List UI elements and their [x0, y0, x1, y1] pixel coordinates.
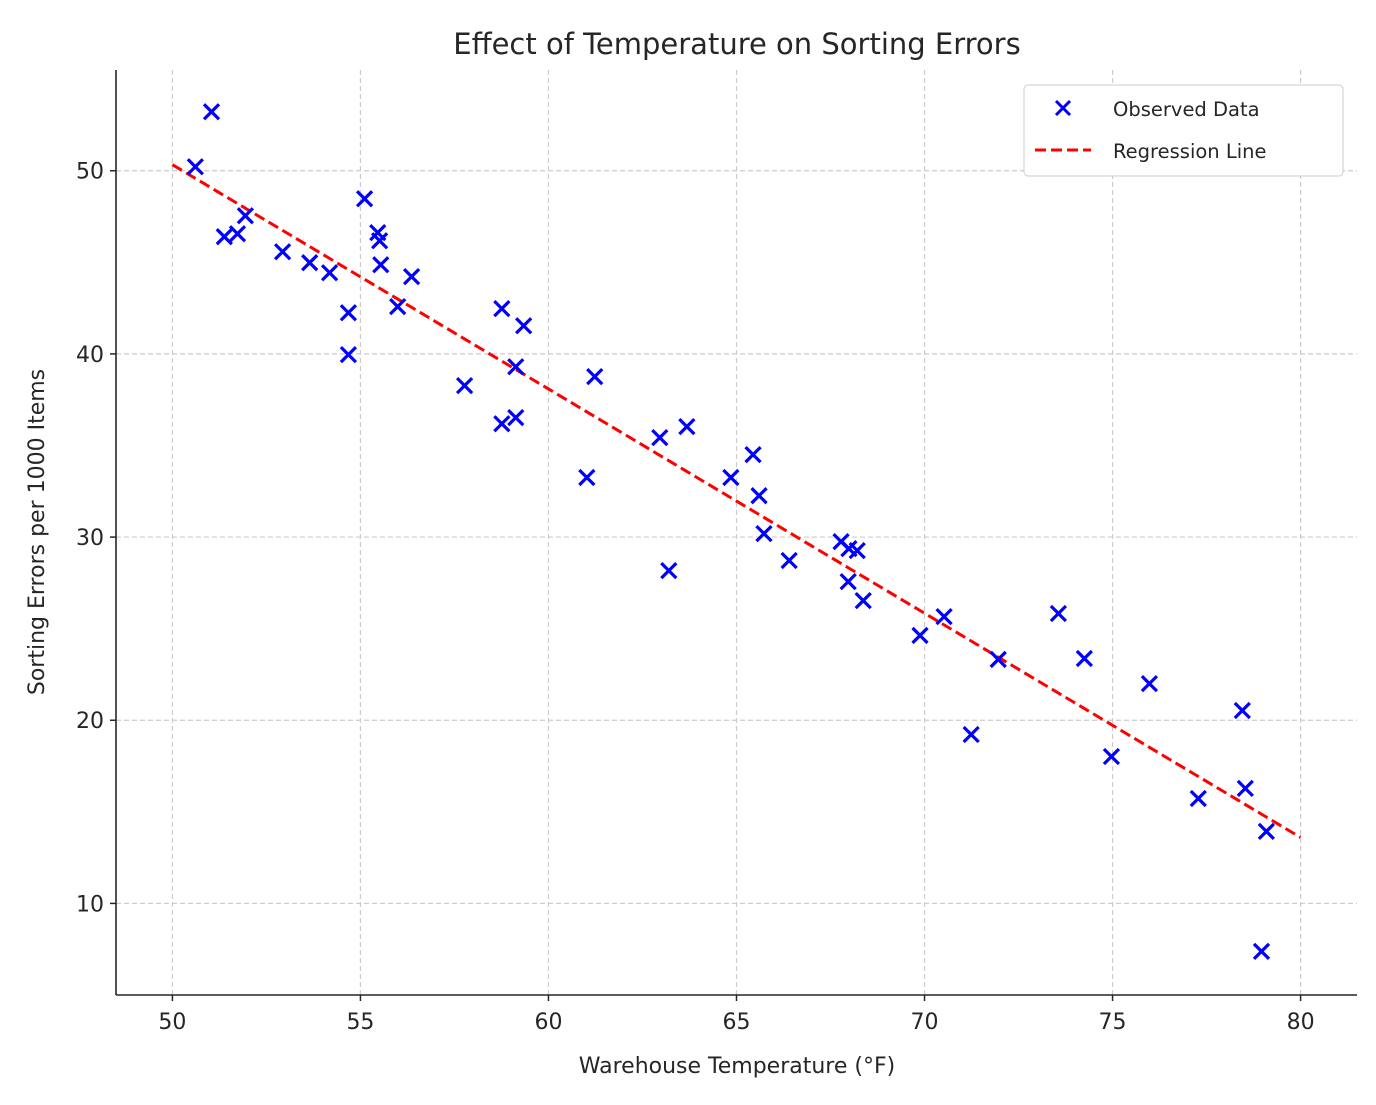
x-axis-label: Warehouse Temperature (°F) — [579, 1054, 895, 1079]
x-ticks: 50 55 60 65 70 75 80 — [158, 995, 1315, 1035]
data-point — [339, 346, 358, 364]
legend-label-observed: Observed Data — [1113, 98, 1260, 121]
data-point — [660, 561, 678, 580]
data-point — [507, 409, 525, 427]
data-point — [1257, 822, 1276, 841]
data-point — [989, 650, 1007, 669]
legend-box — [1023, 84, 1344, 177]
data-point — [507, 358, 525, 376]
data-point — [651, 428, 669, 447]
y-tick-label: 30 — [76, 526, 104, 551]
y-tick-label: 20 — [76, 709, 104, 734]
data-point — [1049, 604, 1068, 623]
y-ticks: 10 20 30 40 50 — [76, 160, 116, 917]
data-point — [854, 592, 872, 610]
data-point — [236, 207, 254, 225]
data-point — [1252, 942, 1271, 961]
legend: Observed Data Regression Line — [1023, 84, 1344, 177]
data-point — [202, 103, 221, 121]
data-point — [186, 158, 204, 176]
grid — [116, 70, 1357, 995]
data-point — [1140, 674, 1159, 693]
x-tick-label: 55 — [346, 1010, 374, 1035]
data-point — [722, 468, 740, 487]
data-point — [935, 607, 953, 626]
data-point — [678, 417, 696, 436]
data-point — [1189, 789, 1207, 808]
data-point — [215, 228, 233, 246]
data-point — [493, 300, 511, 318]
x-tick-label: 60 — [534, 1010, 562, 1035]
observed-points — [186, 103, 1276, 961]
data-point — [755, 524, 773, 543]
chart-title: Effect of Temperature on Sorting Errors — [453, 27, 1020, 61]
data-point — [493, 415, 511, 433]
data-point — [1102, 747, 1121, 766]
data-point — [402, 267, 421, 286]
data-point — [389, 298, 407, 316]
y-axis-label: Sorting Errors per 1000 Items — [25, 369, 50, 695]
data-point — [780, 551, 798, 570]
data-point — [1233, 701, 1251, 720]
data-point — [744, 446, 762, 464]
data-point — [455, 376, 474, 395]
legend-label-regression: Regression Line — [1113, 140, 1267, 163]
data-point — [911, 626, 929, 645]
data-point — [839, 572, 857, 591]
y-tick-label: 10 — [76, 892, 104, 917]
legend-marker-observed — [1054, 99, 1072, 117]
x-tick-label: 75 — [1099, 1010, 1127, 1035]
data-point — [370, 232, 389, 250]
y-tick-label: 40 — [76, 343, 104, 368]
data-point — [301, 254, 319, 272]
data-point — [339, 304, 358, 322]
data-point — [355, 190, 374, 208]
data-point — [1075, 649, 1093, 668]
x-tick-label: 70 — [911, 1010, 939, 1035]
data-point — [1236, 779, 1254, 798]
data-point — [962, 725, 980, 744]
data-point — [578, 468, 596, 487]
data-point — [515, 317, 533, 335]
data-point — [320, 264, 339, 282]
data-point — [372, 256, 390, 274]
data-point — [228, 225, 247, 243]
data-point — [586, 367, 604, 386]
data-point — [848, 542, 866, 560]
regression-line — [171, 163, 1302, 839]
y-tick-label: 50 — [76, 160, 104, 185]
data-point — [750, 487, 768, 505]
x-tick-label: 65 — [723, 1010, 751, 1035]
x-tick-label: 80 — [1287, 1010, 1315, 1035]
data-point — [273, 243, 292, 261]
x-tick-label: 50 — [158, 1010, 186, 1035]
